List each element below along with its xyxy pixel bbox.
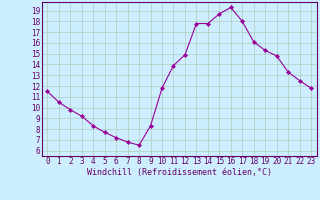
X-axis label: Windchill (Refroidissement éolien,°C): Windchill (Refroidissement éolien,°C): [87, 168, 272, 177]
